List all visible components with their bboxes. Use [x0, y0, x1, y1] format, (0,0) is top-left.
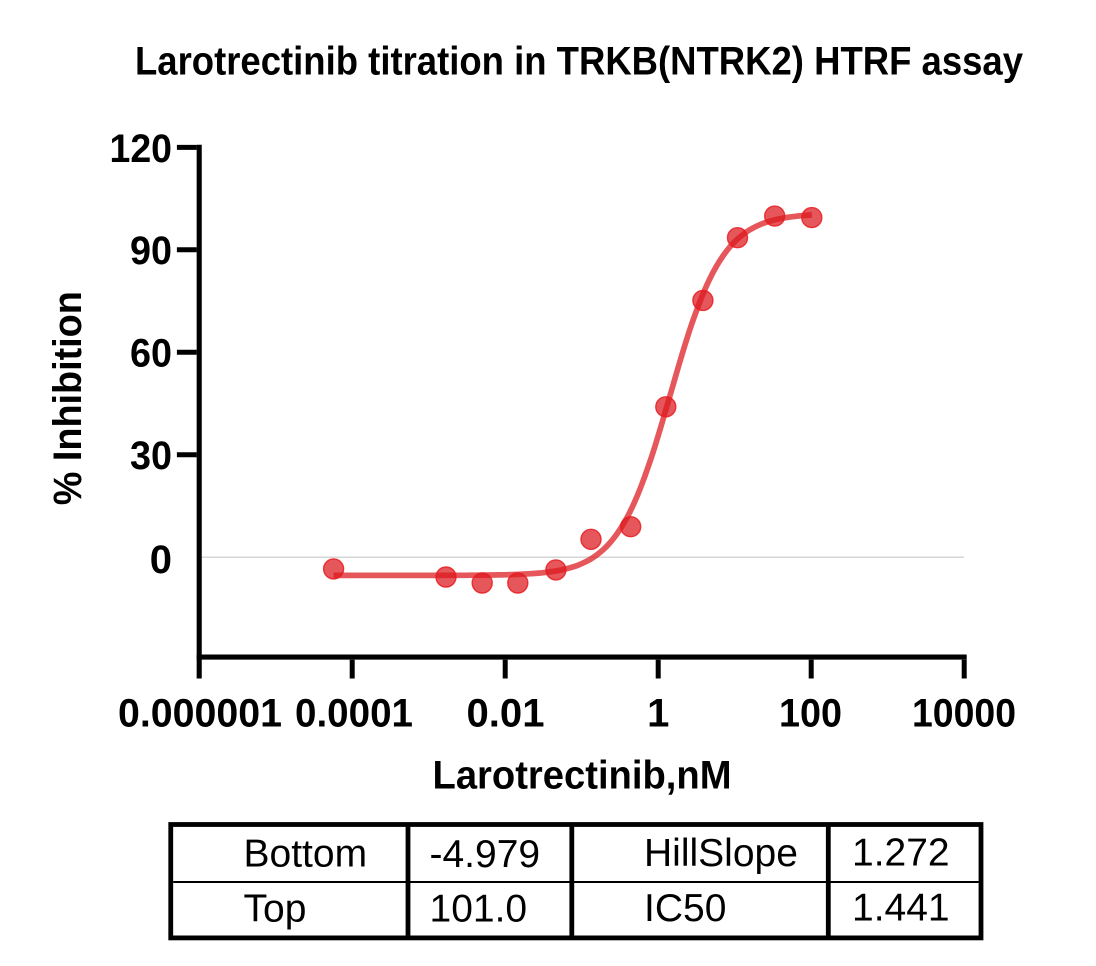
svg-text:-4.979: -4.979 [430, 833, 541, 876]
svg-text:101.0: 101.0 [430, 887, 528, 930]
svg-text:10000: 10000 [912, 691, 1016, 735]
svg-text:0.000001: 0.000001 [118, 691, 282, 735]
svg-text:120: 120 [110, 127, 173, 171]
svg-text:% Inhibition: % Inhibition [46, 291, 90, 505]
svg-text:Bottom: Bottom [244, 833, 368, 876]
svg-text:90: 90 [130, 229, 172, 273]
svg-text:Larotrectinib titration in TRK: Larotrectinib titration in TRKB(NTRK2) H… [135, 40, 1024, 84]
svg-text:100: 100 [779, 691, 842, 735]
svg-text:0.01: 0.01 [467, 691, 545, 735]
svg-text:IC50: IC50 [644, 887, 726, 930]
svg-text:Larotrectinib,nM: Larotrectinib,nM [433, 754, 732, 798]
svg-text:HillSlope: HillSlope [644, 832, 798, 875]
svg-text:60: 60 [130, 332, 172, 376]
svg-text:Top: Top [244, 887, 307, 930]
svg-text:1.441: 1.441 [852, 886, 950, 929]
svg-text:1.272: 1.272 [852, 832, 950, 875]
svg-text:0.0001: 0.0001 [295, 691, 413, 735]
svg-text:0: 0 [150, 538, 172, 582]
svg-text:1: 1 [647, 691, 669, 735]
svg-text:30: 30 [130, 434, 172, 478]
